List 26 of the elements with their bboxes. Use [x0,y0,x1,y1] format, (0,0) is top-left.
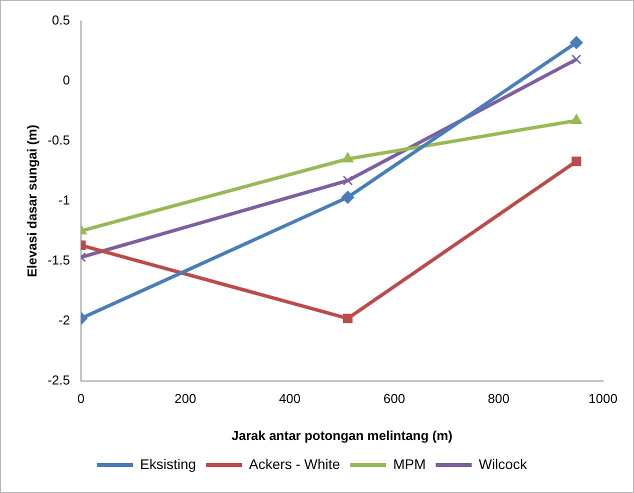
point [571,54,582,64]
y-tick-label: -1 [58,192,70,208]
legend-label: Ackers - White [249,456,340,472]
point [342,176,353,186]
point [570,36,583,50]
legend-label: Eksisting [140,456,196,472]
y-tick-label: -2.5 [48,372,70,388]
point [572,156,582,166]
x-axis-title: Jarak antar potongan melintang (m) [231,428,453,443]
x-tick-label: 600 [383,391,406,406]
y-tick-label: -2 [58,312,70,328]
x-tick-label: 200 [174,391,196,406]
x-tick-label: 800 [488,391,510,406]
y-tick-label: -1.5 [48,252,70,268]
x-tick-label: 0 [77,391,85,406]
y-tick-label: -0.5 [48,132,70,148]
legend-label: MPM [393,456,426,472]
y-tick-label: 0 [62,72,70,88]
point [341,190,354,204]
point [343,314,352,324]
x-tick-label: 400 [278,391,301,406]
point [570,114,582,124]
x-tick-label: 1000 [588,391,618,406]
y-tick-label: 0.5 [52,12,70,28]
y-axis-title: Elevasi dasar sungai (m) [24,124,40,278]
legend-label: Wilcock [478,456,528,472]
